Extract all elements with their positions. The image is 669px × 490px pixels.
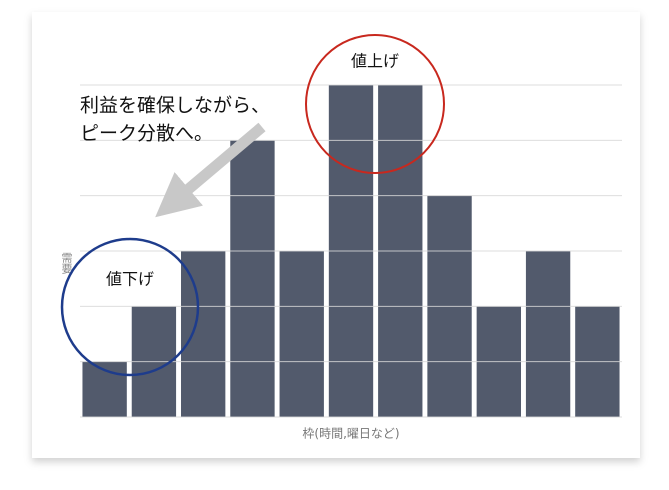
raise-circle xyxy=(305,34,445,174)
lower-circle xyxy=(60,237,200,377)
bar xyxy=(279,251,324,417)
plot xyxy=(80,84,622,418)
bar xyxy=(525,251,571,417)
lower-label: 値下げ xyxy=(106,270,154,289)
annotation-line: 利益を確保しながら、 xyxy=(80,95,270,117)
arrow xyxy=(155,122,266,218)
raise-label: 値上げ xyxy=(351,52,399,71)
annotation-line: ピーク分散へ。 xyxy=(80,123,213,145)
y-axis-label: 需要 xyxy=(60,252,73,275)
x-axis-label: 枠(時間,曜日など) xyxy=(302,427,399,441)
bar xyxy=(230,140,275,418)
bar xyxy=(181,251,226,417)
